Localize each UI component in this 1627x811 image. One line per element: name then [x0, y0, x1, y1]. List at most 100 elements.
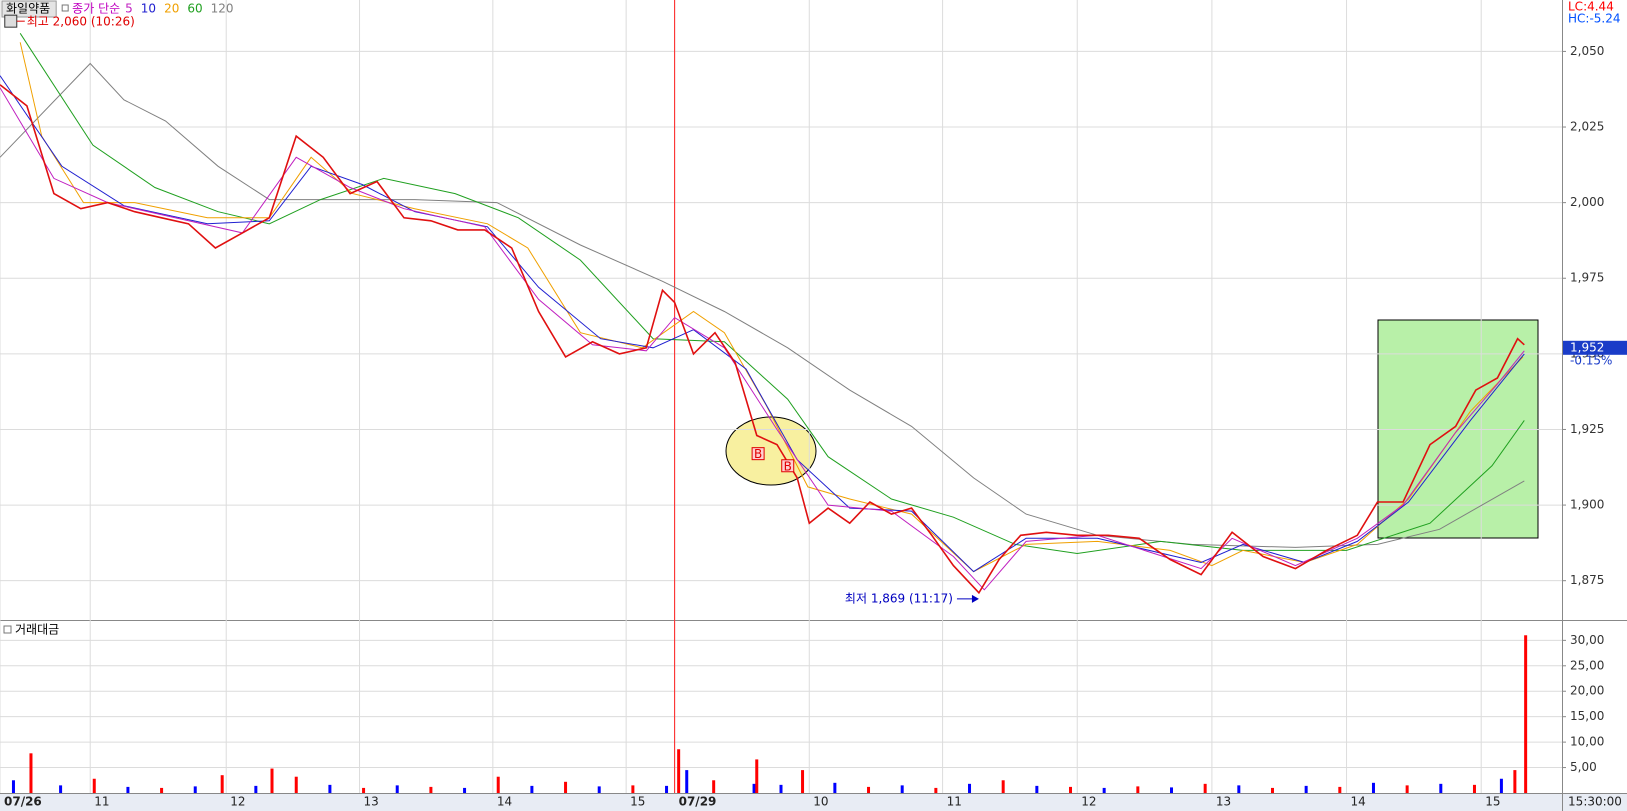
volume-bar	[755, 759, 759, 793]
volume-bar	[1237, 785, 1241, 793]
volume-bar	[665, 785, 669, 793]
volume-bar	[779, 784, 783, 793]
last-price-change: -0.15%	[1570, 353, 1612, 367]
y-tick-label: 5,00	[1570, 760, 1597, 774]
volume-bar	[564, 781, 568, 793]
last-price-label: 1,952	[1570, 340, 1604, 354]
y-tick-label: 1,900	[1570, 498, 1604, 512]
volume-title: 거래대금	[15, 623, 59, 637]
y-tick-label: 2,025	[1570, 120, 1604, 134]
volume-bar	[1304, 785, 1308, 793]
legend-entry: 10	[141, 2, 156, 16]
volume-bar	[867, 786, 871, 793]
last-price-box	[1563, 340, 1627, 355]
volume-bar	[29, 753, 33, 793]
x-tick-label: 14	[497, 795, 512, 809]
volume-bar	[1270, 787, 1274, 793]
volume-bar	[1513, 770, 1517, 793]
moving-average-line	[0, 75, 1525, 573]
chart-title: 화일약품	[6, 1, 50, 16]
volume-bar	[833, 782, 837, 793]
volume-bar	[1499, 778, 1503, 793]
volume-bar	[496, 776, 500, 793]
panel-icon	[3, 625, 12, 634]
y-tick-label: 1,875	[1570, 573, 1604, 587]
moving-average-line	[0, 62, 1525, 548]
volume-bar	[1472, 784, 1476, 793]
y-tick-label: 25,00	[1570, 658, 1604, 672]
volume-bar	[463, 787, 467, 793]
volume-bar	[1136, 786, 1140, 793]
x-axis-strip	[0, 793, 1627, 811]
volume-bar	[254, 785, 258, 793]
volume-bar	[597, 786, 601, 793]
x-tick-label: 07/26	[4, 795, 42, 809]
y-tick-label: 30,00	[1570, 633, 1604, 647]
x-tick-label: 15	[630, 795, 645, 809]
volume-bar	[429, 786, 433, 793]
title-box	[1, 0, 57, 18]
y-tick-label: 20,00	[1570, 684, 1604, 698]
y-tick-label: 2,050	[1570, 44, 1604, 58]
x-tick-label: 13	[364, 795, 379, 809]
price-line	[0, 84, 1525, 595]
y-tick-label: 15,00	[1570, 709, 1604, 723]
volume-bar	[126, 786, 130, 793]
annotation: 최고 2,060 (10:26)	[27, 15, 135, 29]
volume-bar	[92, 778, 96, 793]
x-tick-label: 07/29	[679, 795, 717, 809]
x-tick-label: 15	[1485, 795, 1500, 809]
volume-bar	[362, 787, 366, 793]
volume-bar	[1102, 787, 1106, 793]
volume-bar	[968, 783, 972, 793]
volume-bar	[1170, 787, 1173, 793]
end-time-label: 15:30:00	[1568, 795, 1622, 809]
volume-bar	[160, 787, 164, 793]
volume-bar	[900, 785, 904, 793]
x-tick-label: 14	[1351, 795, 1366, 809]
legend-entry: 20	[164, 2, 179, 16]
volume-bar	[193, 786, 197, 793]
y-tick-label: 10,00	[1570, 735, 1604, 749]
volume-bar	[801, 770, 805, 793]
annotation: 최저 1,869 (11:17)	[845, 591, 953, 605]
legend-entry: 5	[125, 2, 133, 16]
volume-bar	[328, 784, 332, 793]
volume-bar	[1035, 785, 1039, 793]
x-tick-label: 11	[94, 795, 109, 809]
volume-bar	[1439, 783, 1443, 793]
arrow-head	[971, 594, 979, 603]
volume-bar	[752, 783, 756, 793]
volume-bar	[1371, 782, 1375, 793]
corner-label: LC:4.44	[1568, 0, 1614, 14]
signal-label: B	[754, 447, 762, 461]
x-tick-label: 10	[813, 795, 828, 809]
volume-bar	[1524, 635, 1528, 793]
volume-bar	[1405, 785, 1409, 793]
signal-marker	[781, 459, 795, 473]
volume-bar	[270, 768, 274, 793]
volume-bar	[395, 785, 399, 793]
y-tick-label: 1,975	[1570, 271, 1604, 285]
volume-bar	[712, 780, 716, 793]
signal-marker	[751, 447, 765, 461]
x-tick-label: 12	[1081, 795, 1096, 809]
signal-label: B	[784, 459, 792, 473]
legend-entry: 120	[211, 2, 234, 16]
y-tick-label: 1,925	[1570, 422, 1604, 436]
highlight-ellipse	[725, 416, 817, 486]
volume-bar	[294, 776, 298, 793]
volume-bar	[934, 787, 938, 793]
x-tick-label: 12	[230, 795, 245, 809]
corner-label: HC:-5.24	[1568, 12, 1621, 26]
legend-title: 종가 단순	[72, 2, 120, 16]
high-marker	[4, 14, 18, 28]
volume-bar	[1069, 786, 1073, 793]
volume-bar	[677, 749, 681, 793]
mark-layer	[0, 0, 1528, 793]
volume-bar	[1001, 780, 1005, 793]
x-tick-label: 13	[1216, 795, 1231, 809]
y-tick-label: 2,000	[1570, 195, 1604, 209]
